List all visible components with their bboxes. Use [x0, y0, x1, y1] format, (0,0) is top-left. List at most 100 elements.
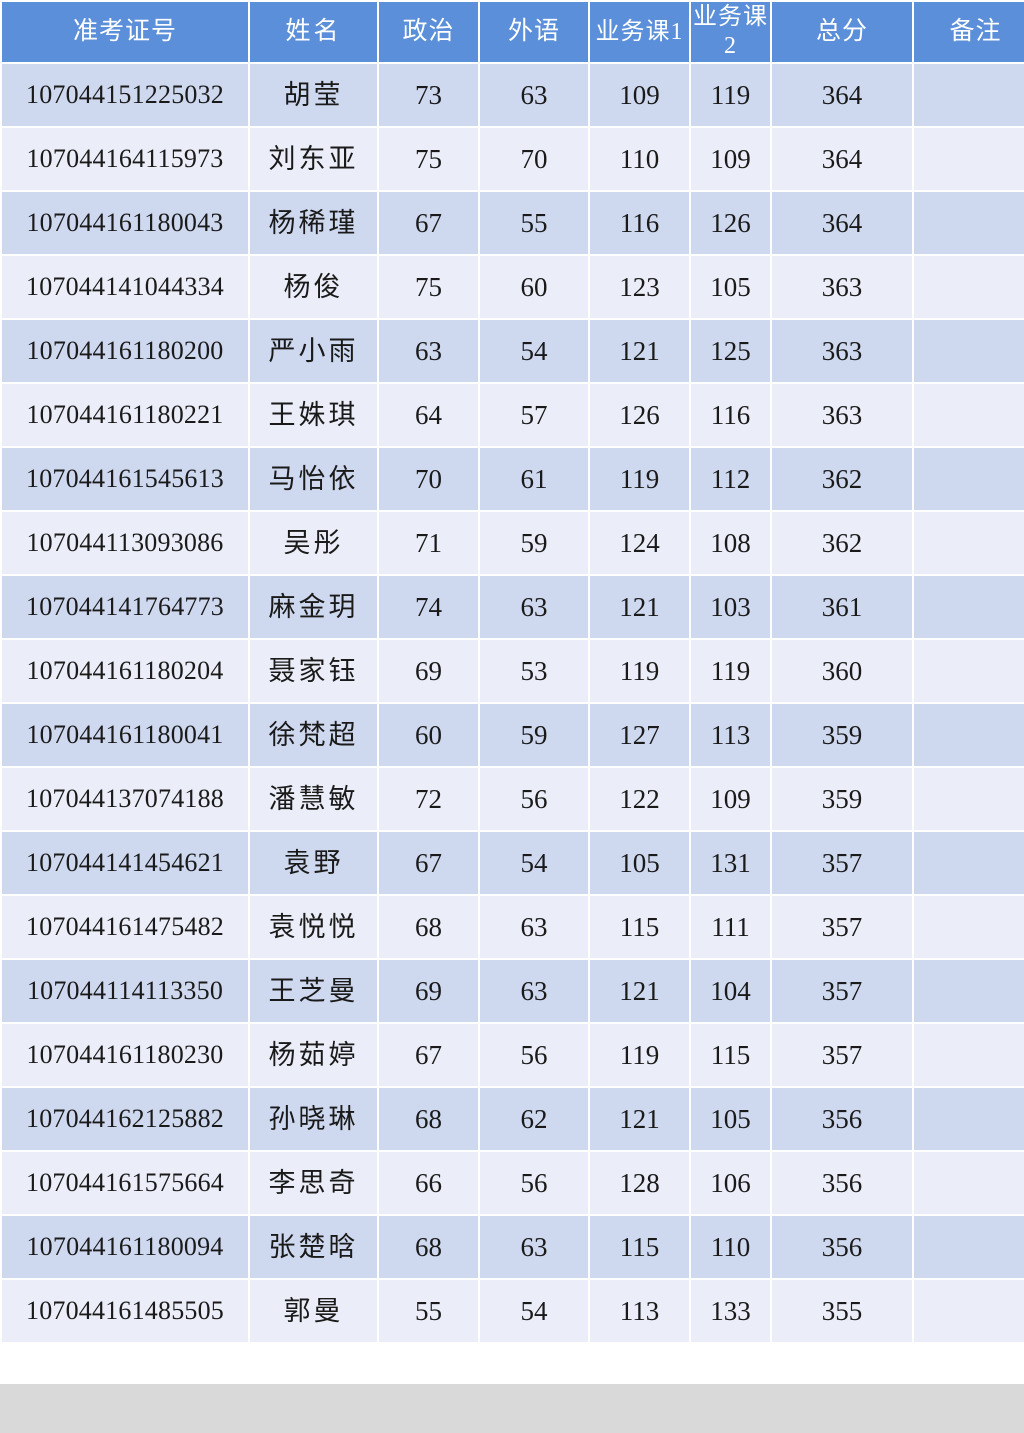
- cell-total: 357: [772, 832, 912, 894]
- table-row: 107044161575664 李思奇 66 56 128 106 356: [2, 1152, 1024, 1214]
- column-header-maj2: 业务课2: [691, 2, 770, 62]
- cell-total: 364: [772, 128, 912, 190]
- table-row: 107044151225032 胡莹 73 63 109 119 364: [2, 64, 1024, 126]
- bottom-page-margin: [0, 1384, 1024, 1433]
- cell-note: [914, 1216, 1024, 1278]
- cell-id: 107044141764773: [2, 576, 248, 638]
- cell-total: 356: [772, 1152, 912, 1214]
- cell-name: 严小雨: [250, 320, 377, 382]
- cell-maj1: 119: [590, 1024, 689, 1086]
- cell-note: [914, 576, 1024, 638]
- cell-name: 王姝琪: [250, 384, 377, 446]
- column-header-maj1: 业务课1: [590, 2, 689, 62]
- cell-pol: 71: [379, 512, 478, 574]
- table-row: 107044161180230 杨茹婷 67 56 119 115 357: [2, 1024, 1024, 1086]
- cell-note: [914, 448, 1024, 510]
- cell-note: [914, 768, 1024, 830]
- cell-pol: 75: [379, 128, 478, 190]
- cell-note: [914, 640, 1024, 702]
- cell-note: [914, 64, 1024, 126]
- table-row: 107044137074188 潘慧敏 72 56 122 109 359: [2, 768, 1024, 830]
- exam-score-table: 准考证号 姓名 政治 外语 业务课1 业务课2 总分 备注 107044151225032 胡莹…: [2, 2, 1024, 1342]
- cell-id: 107044161180221: [2, 384, 248, 446]
- cell-note: [914, 384, 1024, 446]
- cell-id: 107044161180094: [2, 1216, 248, 1278]
- cell-for: 56: [480, 768, 588, 830]
- column-header-id: 准考证号: [2, 2, 248, 62]
- cell-note: [914, 320, 1024, 382]
- table-row: 107044161180221 王姝琪 64 57 126 116 363: [2, 384, 1024, 446]
- cell-note: [914, 1152, 1024, 1214]
- cell-name: 马怡依: [250, 448, 377, 510]
- cell-total: 362: [772, 512, 912, 574]
- cell-pol: 66: [379, 1152, 478, 1214]
- cell-pol: 70: [379, 448, 478, 510]
- cell-id: 107044161180204: [2, 640, 248, 702]
- cell-maj1: 115: [590, 896, 689, 958]
- cell-name: 郭曼: [250, 1280, 377, 1342]
- column-header-name: 姓名: [250, 2, 377, 62]
- table-header: 准考证号 姓名 政治 外语 业务课1 业务课2 总分 备注: [2, 2, 1024, 62]
- column-header-note: 备注: [914, 2, 1024, 62]
- cell-maj2: 109: [691, 128, 770, 190]
- cell-maj2: 112: [691, 448, 770, 510]
- cell-name: 聂家钰: [250, 640, 377, 702]
- cell-for: 56: [480, 1152, 588, 1214]
- cell-maj2: 125: [691, 320, 770, 382]
- cell-pol: 55: [379, 1280, 478, 1342]
- cell-name: 刘东亚: [250, 128, 377, 190]
- cell-for: 59: [480, 512, 588, 574]
- cell-maj2: 106: [691, 1152, 770, 1214]
- cell-for: 63: [480, 1216, 588, 1278]
- cell-maj2: 108: [691, 512, 770, 574]
- cell-pol: 63: [379, 320, 478, 382]
- cell-id: 107044164115973: [2, 128, 248, 190]
- cell-for: 70: [480, 128, 588, 190]
- cell-name: 袁悦悦: [250, 896, 377, 958]
- cell-id: 107044161180200: [2, 320, 248, 382]
- table-row: 107044162125882 孙晓琳 68 62 121 105 356: [2, 1088, 1024, 1150]
- cell-pol: 67: [379, 1024, 478, 1086]
- cell-maj1: 119: [590, 640, 689, 702]
- cell-maj1: 119: [590, 448, 689, 510]
- cell-pol: 68: [379, 896, 478, 958]
- cell-note: [914, 896, 1024, 958]
- table-row: 107044161180204 聂家钰 69 53 119 119 360: [2, 640, 1024, 702]
- cell-name: 杨俊: [250, 256, 377, 318]
- table-row: 107044161475482 袁悦悦 68 63 115 111 357: [2, 896, 1024, 958]
- cell-name: 潘慧敏: [250, 768, 377, 830]
- cell-pol: 75: [379, 256, 478, 318]
- cell-maj1: 115: [590, 1216, 689, 1278]
- cell-id: 107044141454621: [2, 832, 248, 894]
- cell-for: 56: [480, 1024, 588, 1086]
- cell-total: 360: [772, 640, 912, 702]
- cell-id: 107044137074188: [2, 768, 248, 830]
- cell-maj2: 126: [691, 192, 770, 254]
- cell-total: 357: [772, 960, 912, 1022]
- cell-pol: 68: [379, 1088, 478, 1150]
- cell-note: [914, 1024, 1024, 1086]
- table-row: 107044141454621 袁野 67 54 105 131 357: [2, 832, 1024, 894]
- cell-maj2: 105: [691, 1088, 770, 1150]
- table-row: 107044113093086 吴彤 71 59 124 108 362: [2, 512, 1024, 574]
- cell-maj1: 127: [590, 704, 689, 766]
- cell-note: [914, 1280, 1024, 1342]
- cell-maj1: 121: [590, 1088, 689, 1150]
- cell-name: 胡莹: [250, 64, 377, 126]
- cell-name: 吴彤: [250, 512, 377, 574]
- cell-maj1: 121: [590, 320, 689, 382]
- cell-pol: 60: [379, 704, 478, 766]
- column-header-pol: 政治: [379, 2, 478, 62]
- cell-maj1: 122: [590, 768, 689, 830]
- cell-id: 107044161180230: [2, 1024, 248, 1086]
- cell-total: 364: [772, 64, 912, 126]
- cell-total: 361: [772, 576, 912, 638]
- cell-for: 63: [480, 960, 588, 1022]
- cell-total: 363: [772, 256, 912, 318]
- cell-for: 55: [480, 192, 588, 254]
- cell-for: 53: [480, 640, 588, 702]
- cell-maj2: 109: [691, 768, 770, 830]
- cell-id: 107044114113350: [2, 960, 248, 1022]
- cell-note: [914, 128, 1024, 190]
- score-sheet: 准考证号 姓名 政治 外语 业务课1 业务课2 总分 备注 107044151225032 胡莹…: [0, 0, 1024, 1384]
